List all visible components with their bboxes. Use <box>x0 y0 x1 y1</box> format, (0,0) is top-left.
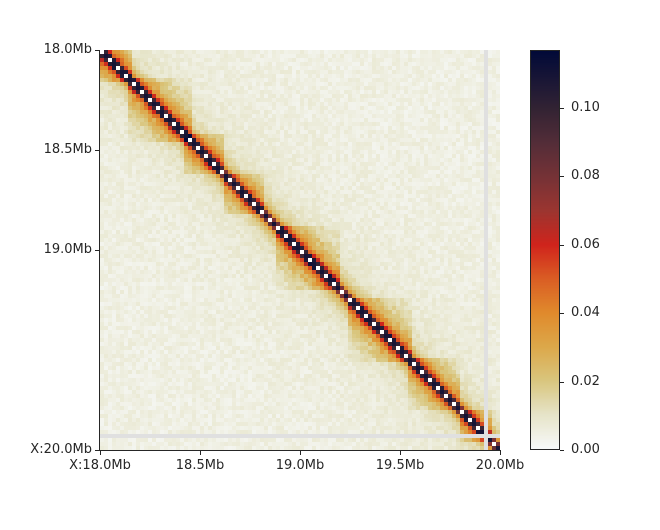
colorbar-tick-label: 0.04 <box>571 305 600 321</box>
y-tick-label: 18.0Mb <box>43 42 92 57</box>
colorbar-tick-label: 0.10 <box>571 100 600 116</box>
colorbar-tick-mark <box>560 313 564 315</box>
colorbar-tick-label: 0.06 <box>571 236 600 252</box>
x-tick-mark <box>499 451 501 455</box>
x-tick-mark <box>99 451 101 455</box>
x-tick-label: X:18.0Mb <box>69 458 131 473</box>
colorbar-tick-mark <box>560 450 564 451</box>
colorbar-tick-label: 0.08 <box>571 168 600 184</box>
x-tick-label: 20.0Mb <box>475 458 525 473</box>
colorbar-tick-label: 0.02 <box>571 373 600 389</box>
y-tick-mark <box>95 250 99 251</box>
hic-heatmap <box>100 50 500 450</box>
x-tick-mark <box>199 451 201 455</box>
colorbar-tick-mark <box>560 381 564 383</box>
x-tick-label: 19.5Mb <box>375 458 425 473</box>
x-tick-label: 19.0Mb <box>275 458 325 473</box>
x-tick-mark <box>299 451 301 455</box>
y-tick-mark <box>95 150 99 151</box>
y-axis-line <box>99 50 100 451</box>
y-tick-label: 18.5Mb <box>43 142 92 157</box>
colorbar <box>530 50 560 450</box>
y-tick-label: 19.0Mb <box>43 242 92 257</box>
x-tick-mark <box>399 451 401 455</box>
colorbar-tick-mark <box>560 176 564 178</box>
y-tick-mark <box>95 450 99 451</box>
y-tick-label: X:20.0Mb <box>30 442 92 457</box>
colorbar-tick-label: 0.00 <box>571 442 600 457</box>
x-axis-line <box>99 450 501 451</box>
x-tick-label: 18.5Mb <box>175 458 225 473</box>
colorbar-tick-mark <box>560 244 564 246</box>
colorbar-tick-mark <box>560 108 564 110</box>
y-tick-mark <box>95 50 99 51</box>
